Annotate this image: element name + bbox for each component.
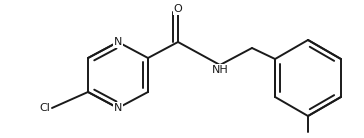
Text: N: N [114,37,122,47]
Text: O: O [174,4,182,14]
Text: Cl: Cl [39,103,50,113]
Text: N: N [114,103,122,113]
Text: NH: NH [211,65,228,75]
